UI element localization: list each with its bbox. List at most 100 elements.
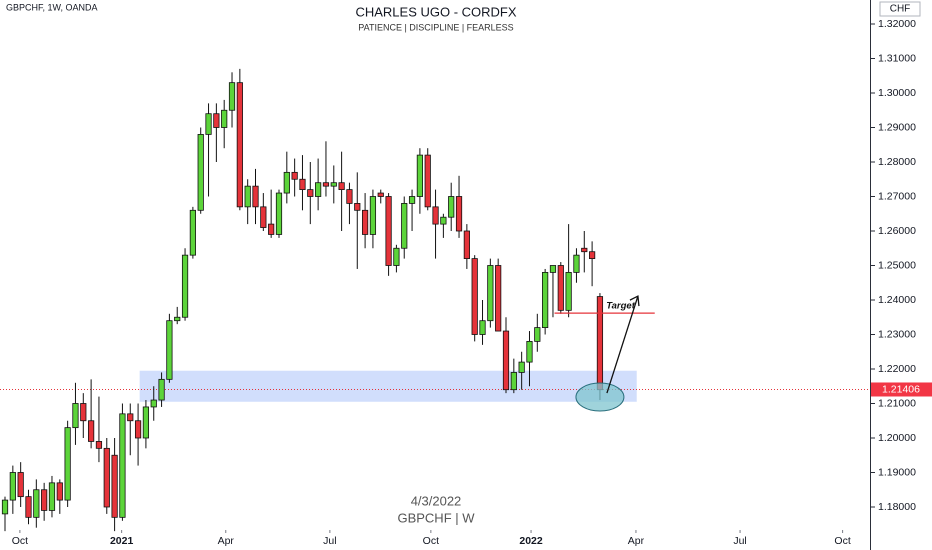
candle-body <box>9 472 16 501</box>
candle-body <box>213 113 220 128</box>
candle-body <box>377 192 384 197</box>
symbol: GBPCHF, 1W, OANDA <box>6 2 98 12</box>
candle-body <box>432 206 439 225</box>
candle-body <box>549 265 557 273</box>
candle-body <box>557 265 564 311</box>
candle-body <box>534 327 541 342</box>
candle-body <box>56 482 63 501</box>
candle-body <box>401 203 408 249</box>
x-tick-label: Oct <box>423 535 439 547</box>
candle-body <box>596 296 604 391</box>
candle-body <box>361 209 369 235</box>
x-tick-label: Jul <box>323 535 336 547</box>
candle-body <box>1 499 9 515</box>
y-tick-label: 1.21000 <box>878 397 916 409</box>
candle-body <box>111 454 118 518</box>
candle-body <box>315 182 322 197</box>
candle-body <box>322 182 330 187</box>
candle-body <box>393 247 400 266</box>
currency: CHF <box>890 4 911 15</box>
x-tick-label: 2021 <box>110 535 134 547</box>
candle-body <box>408 196 416 204</box>
arrow-head <box>629 295 640 307</box>
candle-body <box>502 330 510 391</box>
x-tick-label: Apr <box>218 535 235 547</box>
chart-title: CHARLES UGO - CORDFX <box>355 4 516 19</box>
x-tick-label: Jul <box>733 535 746 547</box>
candle-body <box>385 196 392 266</box>
candle-body <box>205 113 212 135</box>
y-tick-label: 1.22000 <box>878 363 916 375</box>
candle-body <box>33 489 40 518</box>
candle-body <box>158 378 165 401</box>
watermark-symbol: GBPCHF | W <box>397 510 475 525</box>
candle-body <box>64 427 71 501</box>
x-tick-label: Oct <box>12 535 28 547</box>
candle-body <box>565 271 572 311</box>
candle-body <box>330 182 337 187</box>
currency-box <box>879 1 921 17</box>
candle-body <box>268 223 275 235</box>
candle-body <box>463 230 470 260</box>
candle-body <box>589 251 596 260</box>
candle-body <box>581 247 588 253</box>
candle-body <box>48 482 56 511</box>
candle-body <box>197 134 204 211</box>
y-tick-label: 1.28000 <box>878 156 916 168</box>
candle-body <box>244 185 251 208</box>
candle-body <box>25 496 32 518</box>
candle-body <box>487 265 494 322</box>
candle-body <box>134 420 142 439</box>
candle-body <box>41 489 48 511</box>
candle-body <box>142 406 150 439</box>
candle-body <box>80 403 87 422</box>
y-tick-label: 1.20000 <box>878 432 916 444</box>
last-price-label: 1.21406 <box>882 383 920 395</box>
candle-body <box>119 413 126 518</box>
candle-body <box>150 399 157 408</box>
highlight-ellipse <box>575 382 625 412</box>
candle-body <box>275 192 283 235</box>
y-tick-label: 1.23000 <box>878 328 916 340</box>
candle-body <box>221 109 228 128</box>
candle-body <box>181 254 189 318</box>
target-label: Target <box>606 301 636 312</box>
y-tick-label: 1.27000 <box>878 190 916 202</box>
last-price-box <box>871 382 932 397</box>
candle-body <box>455 196 463 232</box>
candle-body <box>338 182 345 191</box>
support-zone <box>139 370 637 402</box>
candle-body <box>416 154 423 197</box>
candle-body <box>471 258 478 335</box>
candle-body <box>236 82 243 208</box>
candle-body <box>299 178 306 191</box>
candle-body <box>72 403 79 429</box>
y-tick-label: 1.24000 <box>878 294 916 306</box>
candle-body <box>542 271 549 328</box>
candle-body <box>260 206 267 228</box>
candle-body <box>424 154 431 208</box>
y-tick-label: 1.26000 <box>878 225 916 237</box>
y-tick-label: 1.31000 <box>878 52 916 64</box>
x-tick-label: 2022 <box>519 535 543 547</box>
y-tick-label: 1.32000 <box>878 18 916 30</box>
y-tick-label: 1.19000 <box>878 466 916 478</box>
candle-body <box>228 82 236 111</box>
candle-body <box>189 209 196 256</box>
y-tick-label: 1.30000 <box>878 87 916 99</box>
candle-body <box>174 316 181 322</box>
candle-body <box>354 203 361 211</box>
candle-body <box>510 372 517 391</box>
arrow-shaft <box>606 295 639 394</box>
y-tick-label: 1.25000 <box>878 259 916 271</box>
watermark-date: 4/3/2022 <box>411 493 462 508</box>
candle-body <box>495 265 502 332</box>
y-tick-label: 1.18000 <box>878 501 916 513</box>
candle-body <box>252 185 259 208</box>
candle-body <box>291 171 298 180</box>
candle-body <box>127 413 134 422</box>
candle-body <box>103 447 110 508</box>
candle-body <box>526 340 533 363</box>
